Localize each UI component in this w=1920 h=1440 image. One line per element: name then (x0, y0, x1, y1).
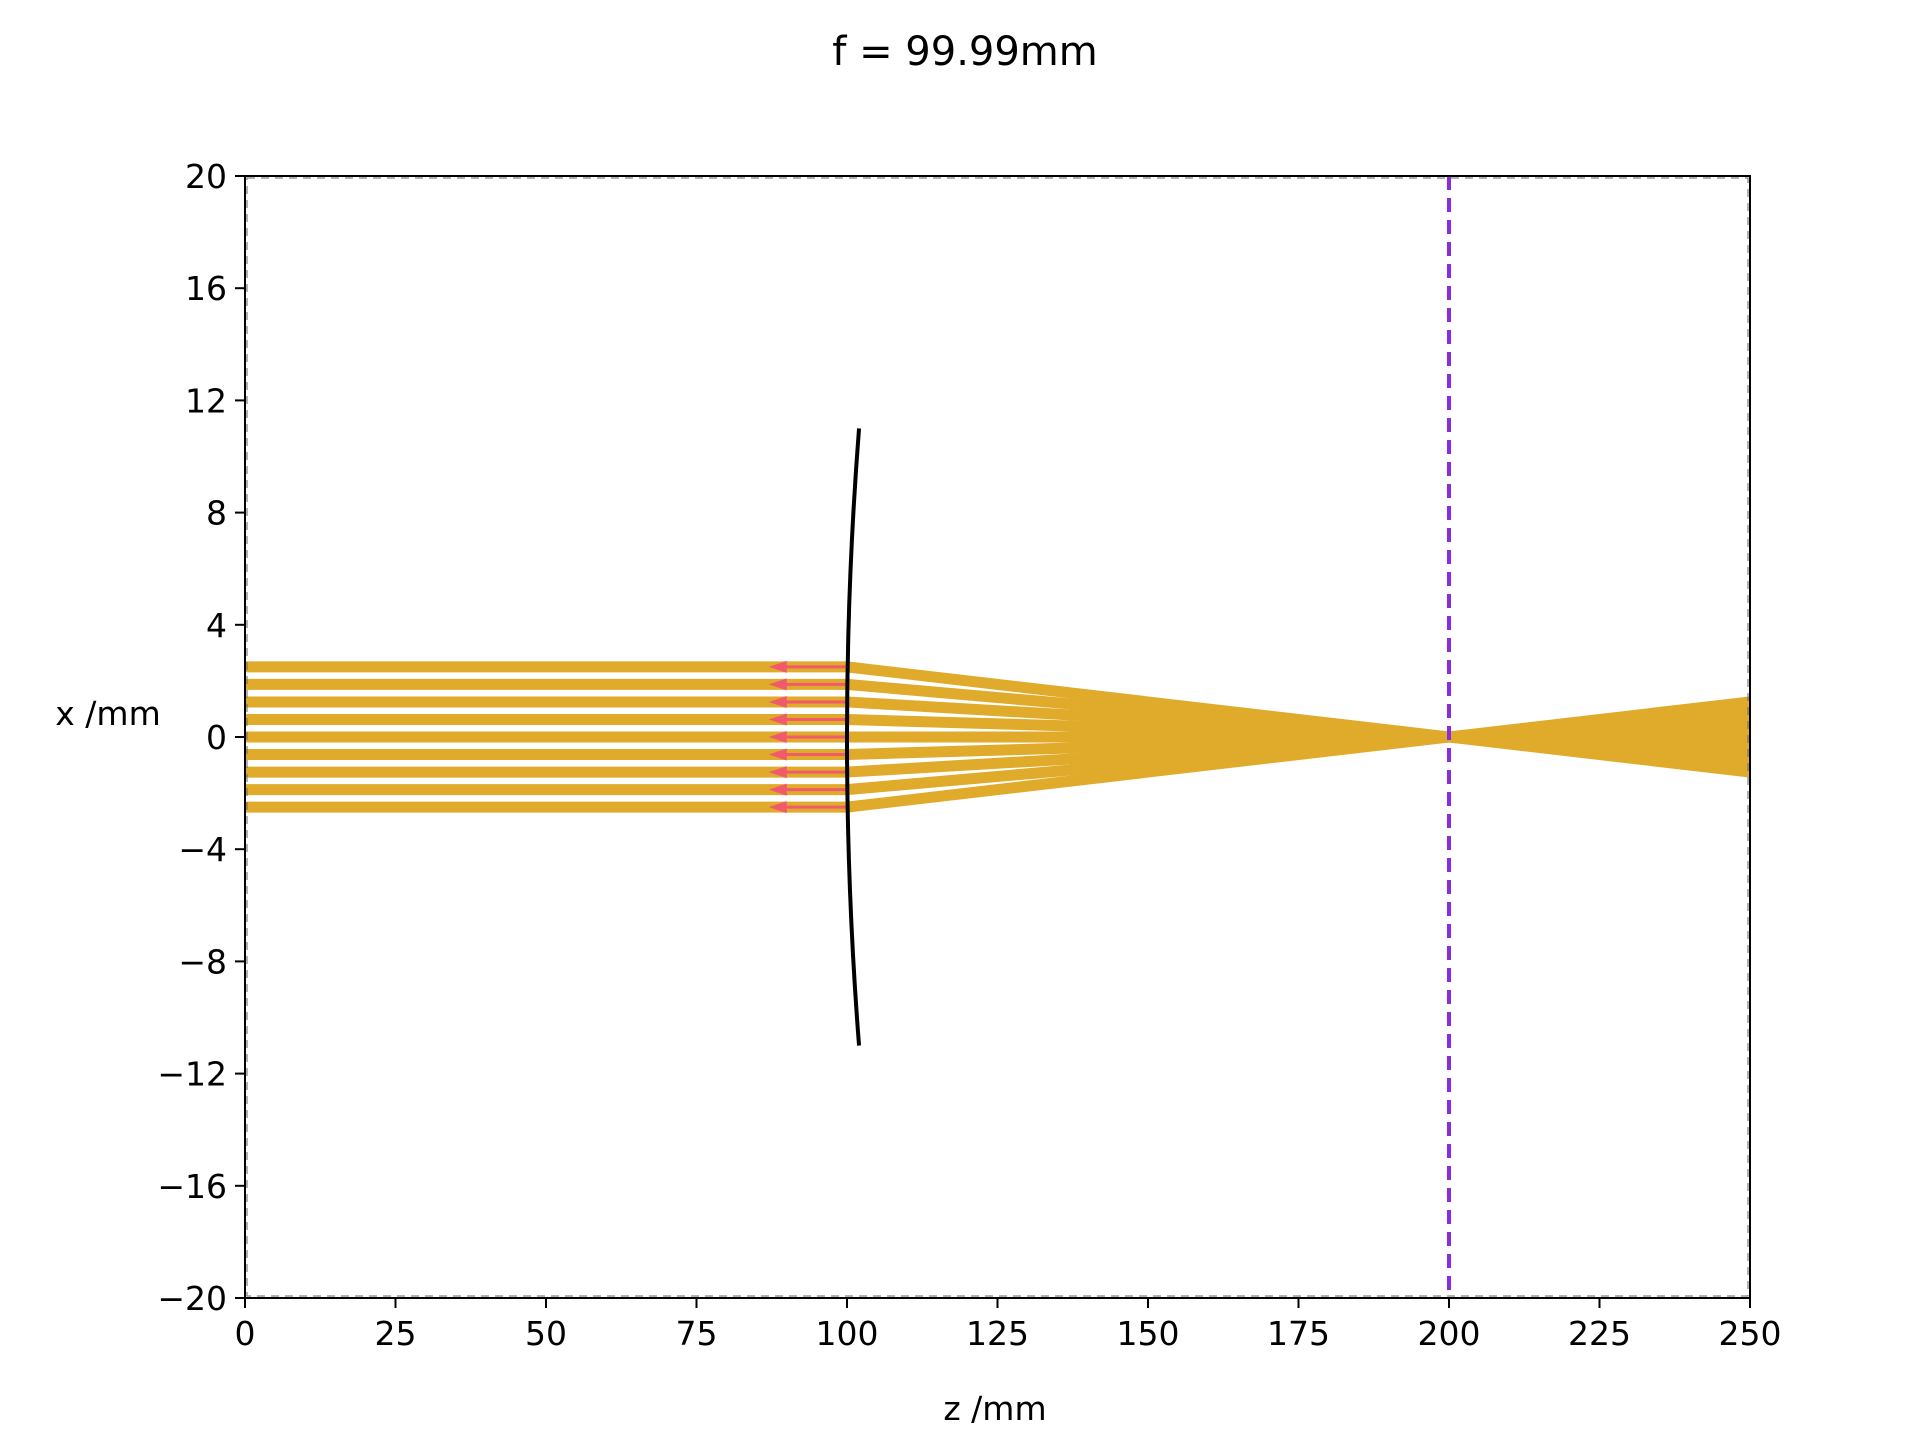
reflected-ray-arrowhead-3 (768, 713, 787, 726)
x-tick-label-4: 100 (816, 1314, 879, 1353)
chart-title: f = 99.99mm (832, 29, 1097, 75)
ray-group (245, 660, 1751, 814)
axes-inner-dashed-frame (246, 177, 1749, 1297)
y-tick-label-10: 20 (185, 157, 227, 196)
lens-curve (845, 428, 862, 1046)
x-tick-label-10: 250 (1719, 1314, 1782, 1353)
y-tick-label-0: −20 (157, 1279, 227, 1318)
reflected-ray-arrowhead-8 (768, 801, 787, 814)
y-tick-label-8: 12 (185, 381, 227, 420)
x-tick-label-0: 0 (235, 1314, 256, 1353)
lens-group (845, 428, 862, 1046)
reflected-ray-arrowhead-2 (768, 695, 787, 708)
x-tick-label-6: 150 (1117, 1314, 1180, 1353)
x-tick-label-7: 175 (1267, 1314, 1330, 1353)
x-tick-label-1: 25 (375, 1314, 417, 1353)
reflected-ray-arrowhead-0 (768, 660, 787, 673)
reflected-ray-arrowhead-6 (768, 766, 787, 779)
y-tick-label-2: −12 (157, 1055, 227, 1094)
y-tick-label-9: 16 (185, 269, 227, 308)
x-tick-label-9: 225 (1568, 1314, 1631, 1353)
y-tick-label-3: −8 (178, 942, 227, 981)
reflected-ray-arrowhead-7 (768, 783, 787, 796)
focused-ray-8 (846, 696, 1751, 813)
x-tick-label-2: 50 (525, 1314, 567, 1353)
x-tick-label-3: 75 (676, 1314, 718, 1353)
y-tick-label-6: 4 (206, 606, 227, 645)
tick-group: 0 25 50 75 100 125 150 175 200 225 250−20−16−12−8−… (157, 157, 1781, 1353)
y-tick-label-1: −16 (157, 1167, 227, 1206)
x-tick-label-8: 200 (1418, 1314, 1481, 1353)
y-tick-label-5: 0 (206, 718, 227, 757)
y-tick-label-4: −4 (178, 830, 227, 869)
x-tick-label-5: 125 (966, 1314, 1029, 1353)
reflected-ray-arrowhead-5 (768, 748, 787, 761)
x-axis-label: z /mm (943, 1389, 1046, 1428)
reflected-ray-arrowhead-4 (768, 731, 787, 743)
y-axis-label: x /mm (55, 694, 160, 733)
reflected-ray-arrowhead-1 (768, 678, 787, 691)
y-tick-label-7: 8 (206, 494, 227, 533)
